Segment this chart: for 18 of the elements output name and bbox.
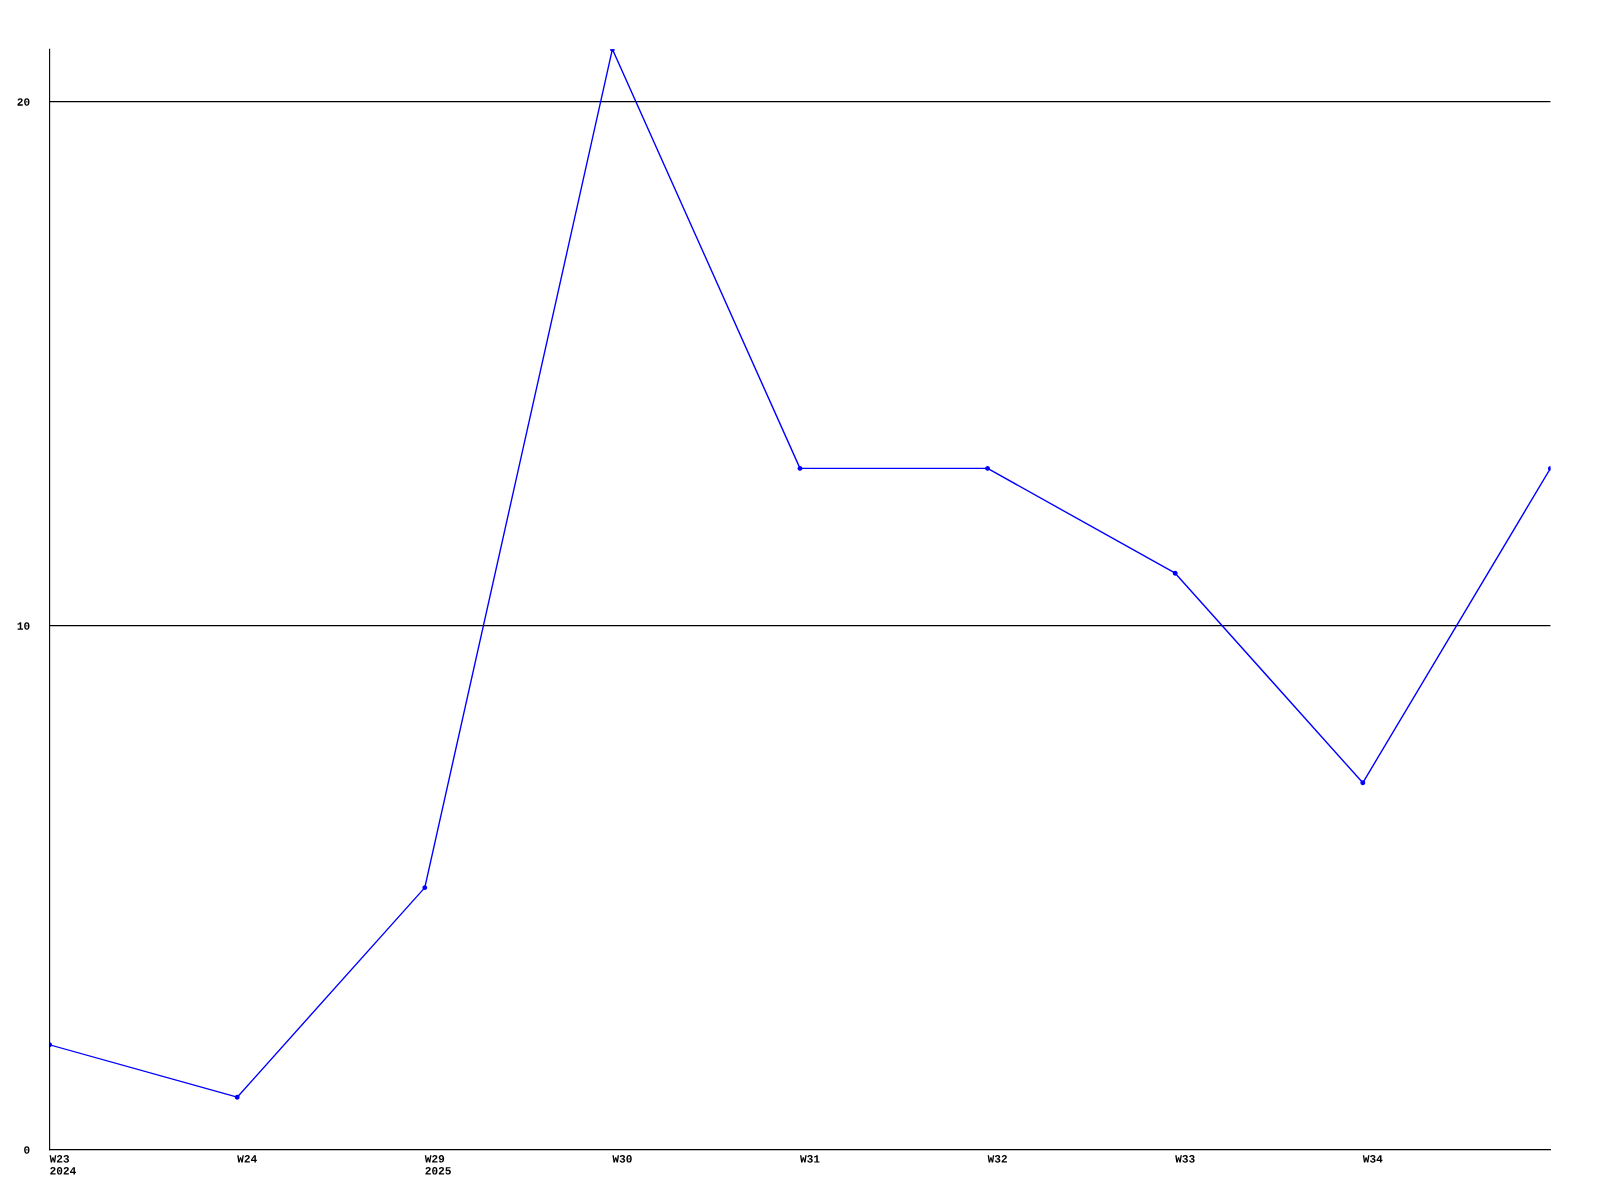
y-tick-label: 10 xyxy=(17,622,30,630)
line-series xyxy=(49,49,1551,1100)
point xyxy=(797,465,803,471)
point xyxy=(1172,570,1178,576)
point xyxy=(422,885,428,891)
x-tick-label: W31 xyxy=(800,1155,820,1163)
point xyxy=(234,1094,240,1100)
point xyxy=(1360,780,1366,786)
x-tick-label: W29 2025 xyxy=(424,1155,451,1175)
x-tick-label: W32 xyxy=(987,1155,1007,1163)
x-tick-label: W33 xyxy=(1175,1155,1195,1163)
x-tick-label: W34 xyxy=(1362,1155,1383,1163)
y-tick-label: 20 xyxy=(17,98,30,106)
x-tick-label: W23 2024 xyxy=(49,1155,76,1175)
point xyxy=(985,465,991,471)
x-tick-label: W30 xyxy=(612,1155,632,1163)
x-tick-label: W24 xyxy=(237,1155,257,1163)
y-tick-label: 0 xyxy=(24,1146,30,1154)
